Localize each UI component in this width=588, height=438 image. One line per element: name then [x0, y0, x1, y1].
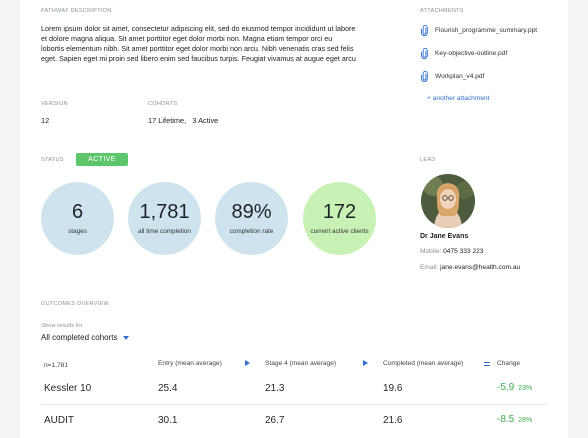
table-row-name: Kessler 10: [44, 383, 92, 394]
attachment-name: Flourish_programme_summary.ppt: [435, 27, 538, 34]
filter-label: Show results for: [41, 323, 83, 329]
stat-all-time-completion: 1,781 all time completion: [128, 182, 201, 255]
cohorts-label: COHORTS: [148, 101, 178, 107]
avatar: [421, 174, 475, 228]
stat-stages: 6 stages: [41, 182, 114, 255]
cohort-filter-select[interactable]: All completed cohorts: [41, 333, 130, 342]
attachment-item[interactable]: Key-objective-outline.pdf: [420, 48, 507, 59]
pathway-description-label: PATHWAY DESCRIPTION: [41, 8, 112, 14]
filter-value: All completed cohorts: [41, 333, 118, 342]
attachments-label: ATTACHMENTS: [420, 8, 464, 14]
attachment-name: Workplan_v4.pdf: [435, 73, 485, 80]
column-stage4[interactable]: Stage 4 (mean average): [265, 360, 337, 367]
equals-icon: [484, 362, 490, 366]
version-label: VERSION: [41, 101, 68, 107]
attachment-item[interactable]: Flourish_programme_summary.ppt: [420, 25, 537, 36]
email-label: Email:: [420, 264, 439, 271]
stat-caption: current active clients: [310, 228, 369, 235]
row-divider: [41, 404, 546, 405]
stat-caption: completion rate: [229, 228, 274, 235]
email-value[interactable]: jane.evans@health.com.au: [440, 264, 521, 271]
table-cell-stage4: 21.3: [265, 383, 285, 394]
paperclip-icon: [421, 48, 428, 59]
change-percent: 23%: [518, 385, 533, 392]
sort-arrow-icon[interactable]: [245, 360, 250, 366]
outcomes-overview-label: OUTCOMES OVERVIEW: [41, 301, 109, 307]
paperclip-icon: [421, 25, 428, 36]
column-entry[interactable]: Entry (mean average): [158, 360, 222, 367]
column-change: Change: [497, 360, 521, 367]
lead-label: LEAD: [420, 157, 436, 163]
stat-number: 89%: [231, 201, 272, 223]
table-cell-entry: 25.4: [158, 383, 178, 394]
status-badge: ACTIVE: [76, 153, 128, 166]
table-cell-stage4: 26.7: [265, 415, 285, 426]
change-value: -8.5: [497, 414, 515, 425]
lead-mobile: Mobile: 0475 333 223: [420, 248, 483, 255]
table-cell-change: -5.9 23%: [497, 382, 532, 393]
stat-number: 1,781: [139, 201, 190, 223]
stat-completion-rate: 89% completion rate: [215, 182, 288, 255]
status-label: STATUS: [41, 157, 64, 163]
paperclip-icon: [421, 71, 428, 82]
table-row-name: AUDIT: [44, 415, 74, 426]
column-n: n=1,781: [44, 362, 69, 369]
stat-caption: all time completion: [138, 228, 191, 235]
stat-number: 172: [322, 201, 357, 223]
stat-number: 6: [71, 201, 84, 223]
table-cell-change: -8.5 28%: [497, 414, 532, 425]
table-cell-completed: 21.6: [383, 415, 403, 426]
mobile-label: Mobile:: [420, 248, 442, 255]
table-cell-completed: 19.6: [383, 383, 403, 394]
sort-arrow-icon[interactable]: [363, 360, 368, 366]
change-percent: 28%: [518, 417, 533, 424]
pathway-card: PATHWAY DESCRIPTION Lorem ipsum dolor si…: [20, 0, 568, 438]
add-attachment-link[interactable]: + another attachment: [427, 95, 490, 102]
change-value: -5.9: [497, 382, 515, 393]
chevron-down-icon: [123, 335, 130, 340]
stat-active-clients: 172 current active clients: [303, 182, 376, 255]
stat-caption: stages: [68, 228, 87, 235]
table-cell-entry: 30.1: [158, 415, 178, 426]
pathway-description-text: Lorem ipsum dolor sit amet, consectetur …: [41, 24, 356, 63]
version-value: 12: [41, 116, 50, 125]
attachment-item[interactable]: Workplan_v4.pdf: [420, 71, 484, 82]
cohorts-value: 17 Lifetime, 3 Active: [148, 116, 219, 125]
attachment-name: Key-objective-outline.pdf: [435, 50, 508, 57]
lead-name: Dr Jane Evans: [420, 233, 469, 240]
column-completed[interactable]: Completed (mean average): [383, 360, 464, 367]
lead-email: Email: jane.evans@health.com.au: [420, 264, 520, 271]
mobile-value: 0475 333 223: [443, 248, 484, 255]
